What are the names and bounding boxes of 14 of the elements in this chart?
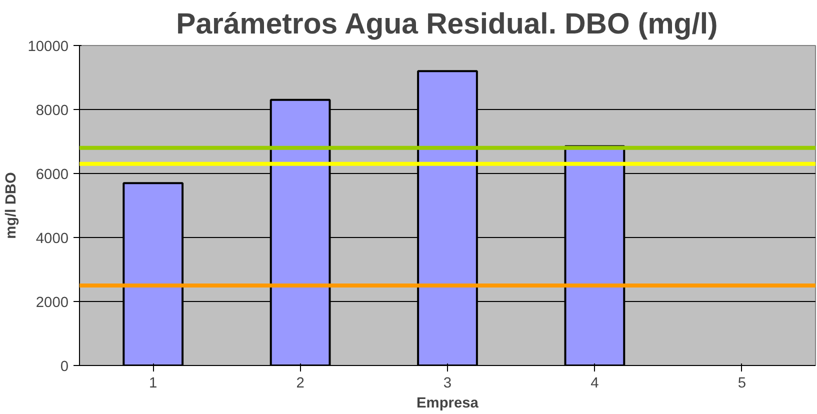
y-tick-label: 0 [60,359,69,375]
y-tick-label: 2000 [36,295,69,311]
chart-title: Parámetros Agua Residual. DBO (mg/l) [176,8,718,40]
x-tick-label: 5 [738,376,746,392]
x-axis-title: Empresa [416,396,480,412]
y-tick-label: 10000 [28,39,69,55]
y-axis-title: mg/l DBO [4,172,20,239]
x-tick-label: 1 [149,376,158,392]
x-tick-label: 3 [443,376,452,392]
x-tick-label: 2 [296,376,304,392]
y-tick-label: 8000 [36,103,69,119]
y-tick-label: 6000 [36,167,69,183]
y-tick-label: 4000 [36,231,69,247]
x-tick-label: 4 [590,376,599,392]
